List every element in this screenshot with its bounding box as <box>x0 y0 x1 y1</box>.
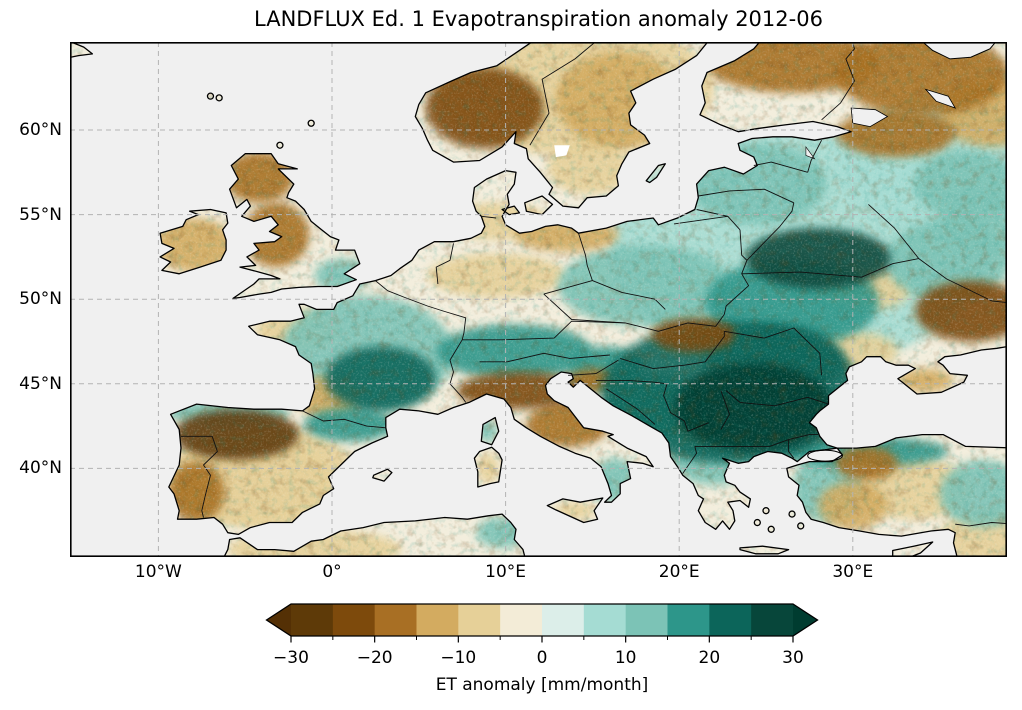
country-border <box>529 42 596 146</box>
colorbar-tick-label: −20 <box>357 648 393 668</box>
country-border <box>698 188 794 204</box>
country-border <box>479 352 610 363</box>
country-border <box>625 314 725 332</box>
country-borders <box>181 42 1007 527</box>
country-border <box>462 320 626 341</box>
chart-title: LANDFLUX Ed. 1 Evapotranspiration anomal… <box>254 7 823 31</box>
country-border <box>727 215 741 231</box>
colorbar-segment <box>500 604 543 636</box>
y-tick-label: 55°N <box>19 204 62 225</box>
country-border <box>746 202 795 261</box>
country-border <box>578 233 593 281</box>
country-border <box>725 390 829 407</box>
lake <box>554 145 570 158</box>
x-tick-label: 20°E <box>658 562 700 582</box>
country-border <box>955 522 1007 527</box>
colorbar-segment <box>291 604 334 636</box>
country-border <box>663 383 709 432</box>
country-border <box>682 446 698 474</box>
lake <box>805 145 816 160</box>
y-tick-label: 60°N <box>19 120 62 140</box>
x-tick-label: 0° <box>322 562 342 582</box>
country-border <box>753 161 808 173</box>
colorbar-tick-label: 0 <box>537 648 548 668</box>
country-border <box>620 331 725 370</box>
gridlines <box>70 42 1007 557</box>
country-border <box>435 243 454 285</box>
lake <box>922 42 997 60</box>
country-border <box>595 379 668 385</box>
colorbar-segment <box>667 604 710 636</box>
country-border <box>741 258 919 278</box>
country-border <box>181 435 218 518</box>
colorbar-segment <box>458 604 501 636</box>
colorbar-tick-label: −10 <box>440 648 476 668</box>
country-border <box>606 388 656 425</box>
x-tick-label: 10°E <box>485 562 527 582</box>
x-tick-label: 10°W <box>134 562 182 582</box>
europe-map-svg <box>70 42 1007 557</box>
country-border <box>868 204 920 259</box>
coastline <box>70 42 1007 557</box>
country-border <box>543 293 626 324</box>
country-border <box>694 439 795 459</box>
country-border <box>724 327 823 376</box>
colorbar-segment <box>751 604 794 636</box>
country-border <box>807 139 822 173</box>
country-border <box>592 280 666 310</box>
country-border <box>481 215 497 219</box>
colorbar-segment <box>332 604 376 636</box>
colorbar-svg: ET anomaly [mm/month] −30 −20 −10 0 10 20 30 <box>265 603 819 695</box>
colorbar-extend-left-arrow <box>266 604 291 636</box>
y-tick-label: 40°N <box>19 458 62 479</box>
colorbar-tick-label: −30 <box>273 648 309 668</box>
colorbar-segment <box>625 604 668 636</box>
colorbar-extend-right-arrow <box>793 604 818 636</box>
x-tick-label: 30°E <box>832 562 874 582</box>
map-content <box>70 42 1007 557</box>
colorbar-axis-label: ET anomaly [mm/month] <box>436 675 649 695</box>
lake <box>850 107 889 128</box>
map-frame <box>70 42 1007 557</box>
colorbar-tick-label: 20 <box>699 648 721 668</box>
colorbar-segment <box>542 604 585 636</box>
country-border <box>821 42 855 121</box>
colorbar-segment <box>709 604 752 636</box>
colorbar-segment <box>416 604 459 636</box>
sea-of-marmara <box>807 449 843 462</box>
y-tick-label: 50°N <box>19 289 62 310</box>
y-tick-label: 45°N <box>19 373 62 394</box>
country-border <box>543 280 593 295</box>
country-border <box>918 258 1007 304</box>
country-border <box>788 434 819 441</box>
colorbar-segment <box>583 604 627 636</box>
country-border <box>720 390 730 430</box>
country-border <box>568 359 619 376</box>
colorbar-tick-label: 10 <box>615 648 637 668</box>
colorbar-tick-label: 30 <box>782 648 804 668</box>
country-border <box>302 410 386 429</box>
colorbar-segment <box>374 604 417 636</box>
lake <box>924 88 957 109</box>
